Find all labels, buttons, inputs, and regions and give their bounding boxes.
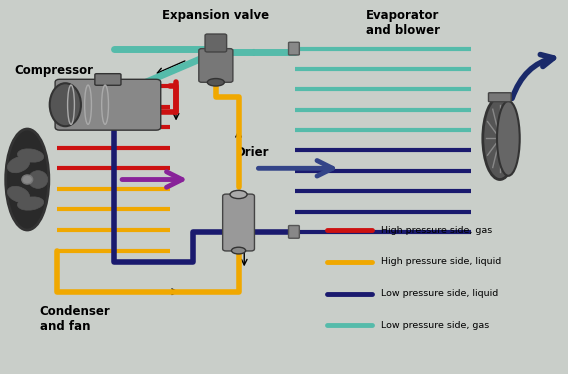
Ellipse shape xyxy=(6,129,49,230)
FancyBboxPatch shape xyxy=(199,49,233,82)
FancyBboxPatch shape xyxy=(289,42,299,55)
Text: Low pressure side, gas: Low pressure side, gas xyxy=(381,321,489,330)
Ellipse shape xyxy=(7,157,30,173)
FancyBboxPatch shape xyxy=(55,79,161,130)
Ellipse shape xyxy=(7,186,30,202)
Text: Condenser
and fan: Condenser and fan xyxy=(40,305,111,333)
Text: Evaporator
and blower: Evaporator and blower xyxy=(366,9,440,37)
FancyBboxPatch shape xyxy=(205,34,227,52)
Text: Compressor: Compressor xyxy=(14,64,93,77)
Text: Drier: Drier xyxy=(236,146,269,159)
Ellipse shape xyxy=(230,190,247,199)
FancyBboxPatch shape xyxy=(95,74,121,85)
Text: High pressure side, liquid: High pressure side, liquid xyxy=(381,257,501,266)
Text: Low pressure side, liquid: Low pressure side, liquid xyxy=(381,289,498,298)
FancyBboxPatch shape xyxy=(488,93,511,102)
Ellipse shape xyxy=(483,97,517,180)
Ellipse shape xyxy=(22,175,32,184)
Ellipse shape xyxy=(50,83,81,126)
FancyBboxPatch shape xyxy=(223,194,254,251)
Text: Expansion valve: Expansion valve xyxy=(162,9,269,22)
FancyBboxPatch shape xyxy=(289,226,299,238)
Ellipse shape xyxy=(18,149,44,162)
Ellipse shape xyxy=(232,247,245,254)
Text: High pressure side, gas: High pressure side, gas xyxy=(381,226,492,234)
Ellipse shape xyxy=(497,101,520,176)
Ellipse shape xyxy=(18,197,44,210)
Ellipse shape xyxy=(28,171,48,188)
Ellipse shape xyxy=(207,79,224,86)
